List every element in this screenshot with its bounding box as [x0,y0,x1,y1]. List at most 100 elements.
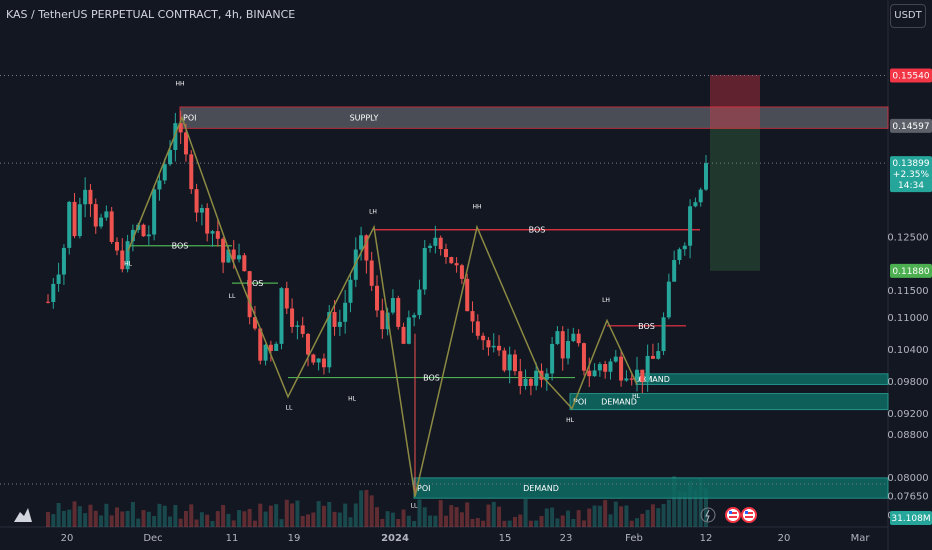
candle-body [528,378,533,386]
candle-body [566,341,571,359]
candle-body [406,317,411,344]
y-tick-label: 0.10400 [887,345,928,356]
candle-body [125,241,130,270]
flag-canton [729,511,732,514]
volume-bar [406,515,411,527]
volume-bar [677,490,682,527]
volume-bar [640,513,645,527]
volume-bar [141,510,146,527]
candle-body [300,325,305,334]
volume-bar [205,514,210,527]
swing-label: HL [348,396,357,403]
candle-body [279,288,284,344]
candle-body [682,245,687,250]
market-structure-line [127,115,638,497]
zone-poi-label: POI [573,398,586,407]
currency-button[interactable]: USDT [890,4,926,28]
volume-bar [380,518,385,527]
candle-body [221,238,226,263]
volume-label: 31.108M [891,514,930,524]
candle-body [619,356,624,381]
volume-bar [523,499,528,527]
candle-body [146,234,151,237]
volume-bar [704,488,708,527]
candle-body [199,208,204,213]
candle-body [178,123,183,133]
volume-bar [396,519,401,527]
candle-body [576,333,581,344]
volume-bar [555,518,560,527]
y-tick-label: 0.09200 [887,409,928,420]
volume-bar [364,490,369,527]
chart-title: KAS / TetherUS PERPETUAL CONTRACT, 4h, B… [6,8,296,21]
candle-body [210,231,215,234]
candle-body [534,370,539,386]
price-badge-stop-bg [890,68,932,83]
volume-bar [263,511,268,527]
swing-label: HL [566,417,575,424]
volume-bar [268,505,273,527]
flag-stripe [729,516,737,518]
current-price-bg [890,156,932,193]
volume-bar [550,507,555,527]
candle-body [486,340,491,348]
bos-label: BOS [423,374,440,383]
volume-bar [231,520,236,527]
volume-bar [242,511,247,527]
volume-bar [666,499,671,527]
candle-body [560,331,565,359]
demand-zone [569,393,889,411]
swing-label: LL [411,502,418,509]
candle-body [226,249,231,263]
y-tick-label: 0.07650 [887,492,928,503]
candle-body [46,301,50,303]
candle-body [417,289,422,316]
candle-body [284,288,289,309]
candle-body [274,343,279,351]
swing-label: LH [369,209,377,216]
price-change-label: +2.35% [893,170,930,180]
volume-bar [284,499,289,527]
candle-body [587,370,592,377]
candle-body [698,189,703,203]
volume-bar [571,518,576,527]
candle-body [130,229,135,242]
candle-body [507,354,512,371]
volume-bar [46,511,50,527]
candle-body [189,154,194,190]
volume-bar [189,504,194,527]
volume-bar [629,520,634,527]
volume-bar [61,510,66,527]
candle-body [428,245,433,248]
bos-label: BOS [247,279,264,288]
price-badge-supply: 0.14597 [892,122,929,132]
volume-bar [183,511,188,527]
volume-bar [130,501,135,527]
volume-bar [136,518,141,527]
volume-bar [576,510,581,527]
candle-body [231,249,236,260]
volume-bar [512,516,517,527]
candle-body [597,364,602,371]
volume-bar [682,492,687,527]
candle-body [88,189,93,205]
bos-label: BOS [638,322,655,331]
candle-body [332,312,337,327]
x-tick-label: 15 [499,533,512,544]
candle-body [162,164,167,181]
volume-bar [385,511,390,527]
candle-body [348,279,353,303]
volume-bar [454,507,459,527]
candle-body [443,249,448,258]
volume-bar [502,520,507,527]
candle-body [704,163,708,190]
volume-bar [359,490,364,527]
take-profit-box [710,128,760,271]
candle-body [629,378,634,380]
x-tick-label: 2024 [381,533,409,544]
candle-body [640,369,645,382]
supply-zone [179,106,889,129]
candle-body [83,189,88,205]
volume-bar [422,507,427,527]
